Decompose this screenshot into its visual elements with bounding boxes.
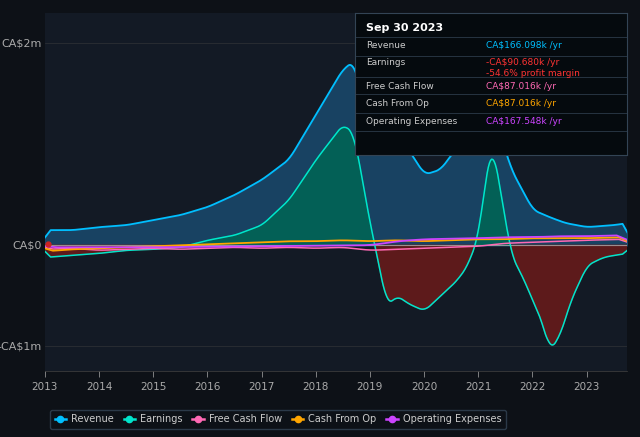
Legend: Revenue, Earnings, Free Cash Flow, Cash From Op, Operating Expenses: Revenue, Earnings, Free Cash Flow, Cash … bbox=[50, 409, 506, 429]
Text: Earnings: Earnings bbox=[366, 58, 405, 67]
Text: Revenue: Revenue bbox=[366, 41, 406, 50]
Text: -CA$1m: -CA$1m bbox=[0, 341, 42, 351]
Text: Sep 30 2023: Sep 30 2023 bbox=[366, 23, 444, 33]
Text: Cash From Op: Cash From Op bbox=[366, 99, 429, 108]
Text: CA$87.016k /yr: CA$87.016k /yr bbox=[486, 99, 556, 108]
Text: -CA$90.680k /yr: -CA$90.680k /yr bbox=[486, 58, 559, 67]
Text: -54.6% profit margin: -54.6% profit margin bbox=[486, 69, 580, 78]
Text: Free Cash Flow: Free Cash Flow bbox=[366, 82, 434, 91]
Text: CA$87.016k /yr: CA$87.016k /yr bbox=[486, 82, 556, 91]
Text: CA$2m: CA$2m bbox=[1, 38, 42, 49]
Text: CA$167.548k /yr: CA$167.548k /yr bbox=[486, 117, 561, 126]
Text: Operating Expenses: Operating Expenses bbox=[366, 117, 458, 126]
Text: CA$166.098k /yr: CA$166.098k /yr bbox=[486, 41, 561, 50]
Text: CA$0: CA$0 bbox=[13, 240, 42, 250]
